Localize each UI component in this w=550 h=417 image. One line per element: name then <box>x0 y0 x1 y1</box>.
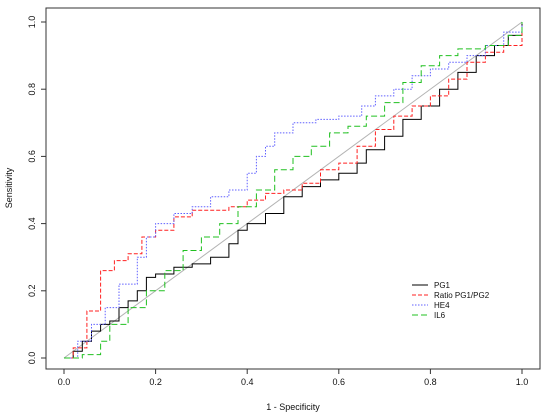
y-axis-label: Sensitivity <box>4 167 14 208</box>
x-axis: 0.0 0.2 0.4 0.6 0.8 1.0 <box>58 369 529 387</box>
y-tick-label-1: 0.2 <box>27 285 37 298</box>
x-tick-label-0: 0.0 <box>58 377 71 387</box>
x-axis-label: 1 - Specificity <box>266 402 320 412</box>
y-tick-label-5: 1.0 <box>27 16 37 29</box>
y-tick-label-2: 0.4 <box>27 217 37 230</box>
y-axis: 0.0 0.2 0.4 0.6 0.8 1.0 <box>27 16 46 365</box>
plot-frame <box>45 7 541 370</box>
series-line-0 <box>64 22 523 359</box>
legend-label-1: Ratio PG1/PG2 <box>434 291 490 300</box>
x-tick-label-1: 0.2 <box>149 377 162 387</box>
series-line-1 <box>64 22 523 359</box>
series-line-3 <box>64 22 523 359</box>
x-tick-label-2: 0.4 <box>241 377 254 387</box>
legend-label-3: IL6 <box>434 311 446 320</box>
y-tick-label-4: 0.8 <box>27 83 37 96</box>
x-tick-label-3: 0.6 <box>333 377 346 387</box>
legend-label-0: PG1 <box>434 281 451 290</box>
x-tick-label-4: 0.8 <box>424 377 437 387</box>
series-layer <box>64 22 523 359</box>
y-tick-label-0: 0.0 <box>27 352 37 365</box>
y-tick-label-3: 0.6 <box>27 150 37 163</box>
series-line-2 <box>64 22 523 359</box>
legend-label-2: HE4 <box>434 301 450 310</box>
x-tick-label-5: 1.0 <box>516 377 529 387</box>
